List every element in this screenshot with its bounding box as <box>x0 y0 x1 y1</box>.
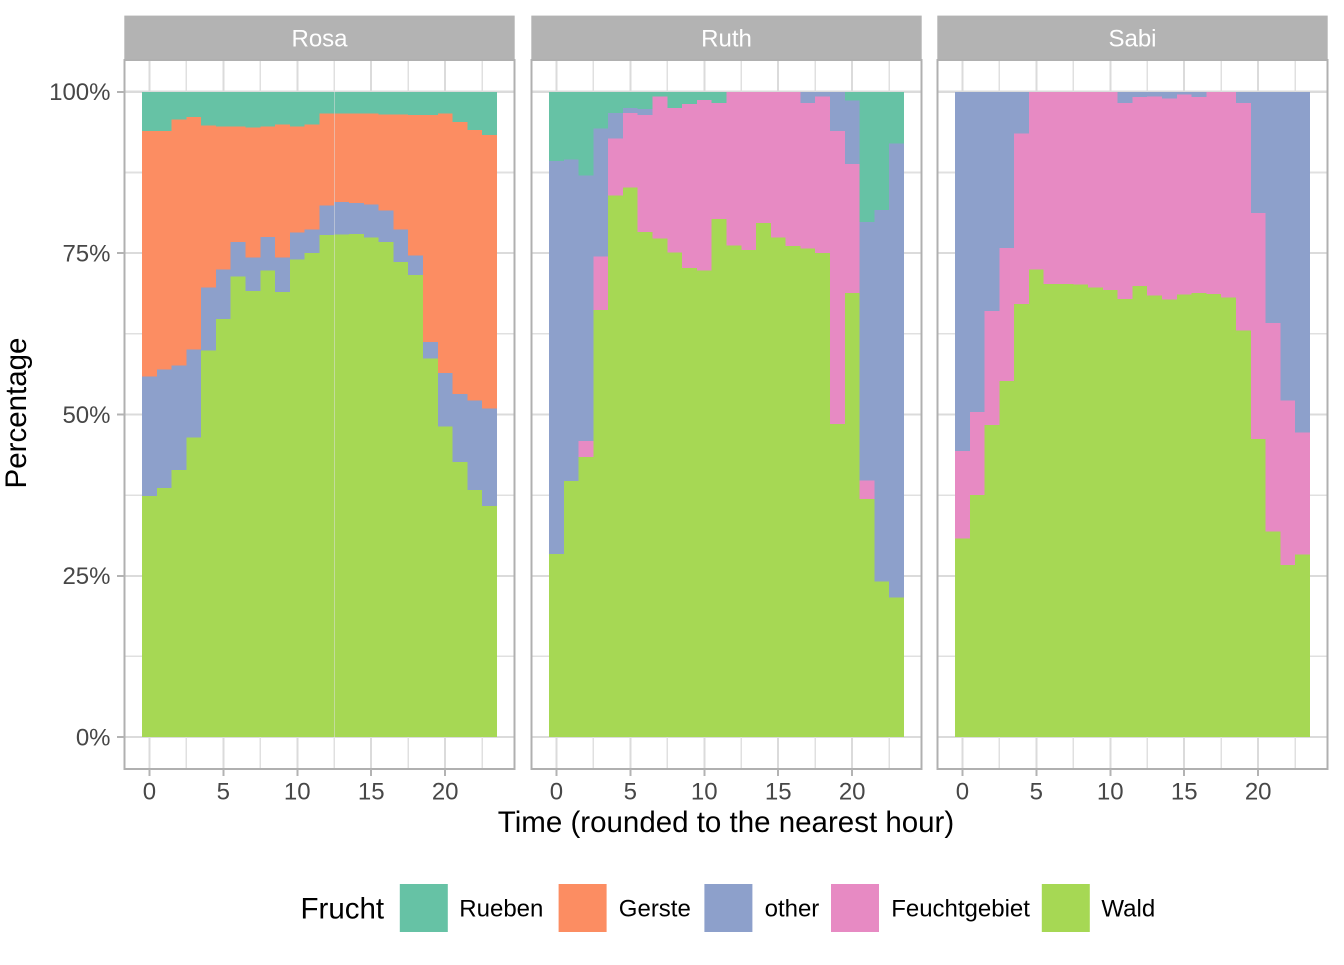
svg-text:100%: 100% <box>49 79 110 106</box>
svg-text:25%: 25% <box>62 563 110 590</box>
svg-text:Feuchtgebiet: Feuchtgebiet <box>891 895 1030 922</box>
svg-text:50%: 50% <box>62 402 110 429</box>
svg-text:10: 10 <box>1097 779 1124 806</box>
svg-text:Rueben: Rueben <box>459 895 543 922</box>
svg-text:0: 0 <box>550 779 563 806</box>
svg-text:10: 10 <box>284 779 311 806</box>
svg-text:10: 10 <box>691 779 718 806</box>
svg-text:Time (rounded to the nearest h: Time (rounded to the nearest hour) <box>498 806 954 839</box>
svg-text:Sabi: Sabi <box>1108 25 1156 52</box>
svg-text:20: 20 <box>839 779 866 806</box>
svg-text:5: 5 <box>1030 779 1043 806</box>
svg-text:0: 0 <box>143 779 156 806</box>
svg-text:0%: 0% <box>76 725 111 752</box>
svg-text:Wald: Wald <box>1101 895 1155 922</box>
svg-text:75%: 75% <box>62 241 110 268</box>
svg-text:20: 20 <box>432 779 459 806</box>
svg-text:Gerste: Gerste <box>619 895 691 922</box>
svg-text:20: 20 <box>1245 779 1272 806</box>
svg-text:other: other <box>765 895 820 922</box>
svg-text:15: 15 <box>1171 779 1198 806</box>
svg-text:Ruth: Ruth <box>701 25 752 52</box>
svg-text:15: 15 <box>765 779 792 806</box>
svg-text:5: 5 <box>624 779 637 806</box>
svg-text:Percentage: Percentage <box>0 338 33 489</box>
svg-text:Frucht: Frucht <box>301 892 385 925</box>
svg-text:Rosa: Rosa <box>291 25 348 52</box>
svg-text:5: 5 <box>217 779 230 806</box>
svg-text:15: 15 <box>358 779 385 806</box>
svg-text:0: 0 <box>956 779 969 806</box>
